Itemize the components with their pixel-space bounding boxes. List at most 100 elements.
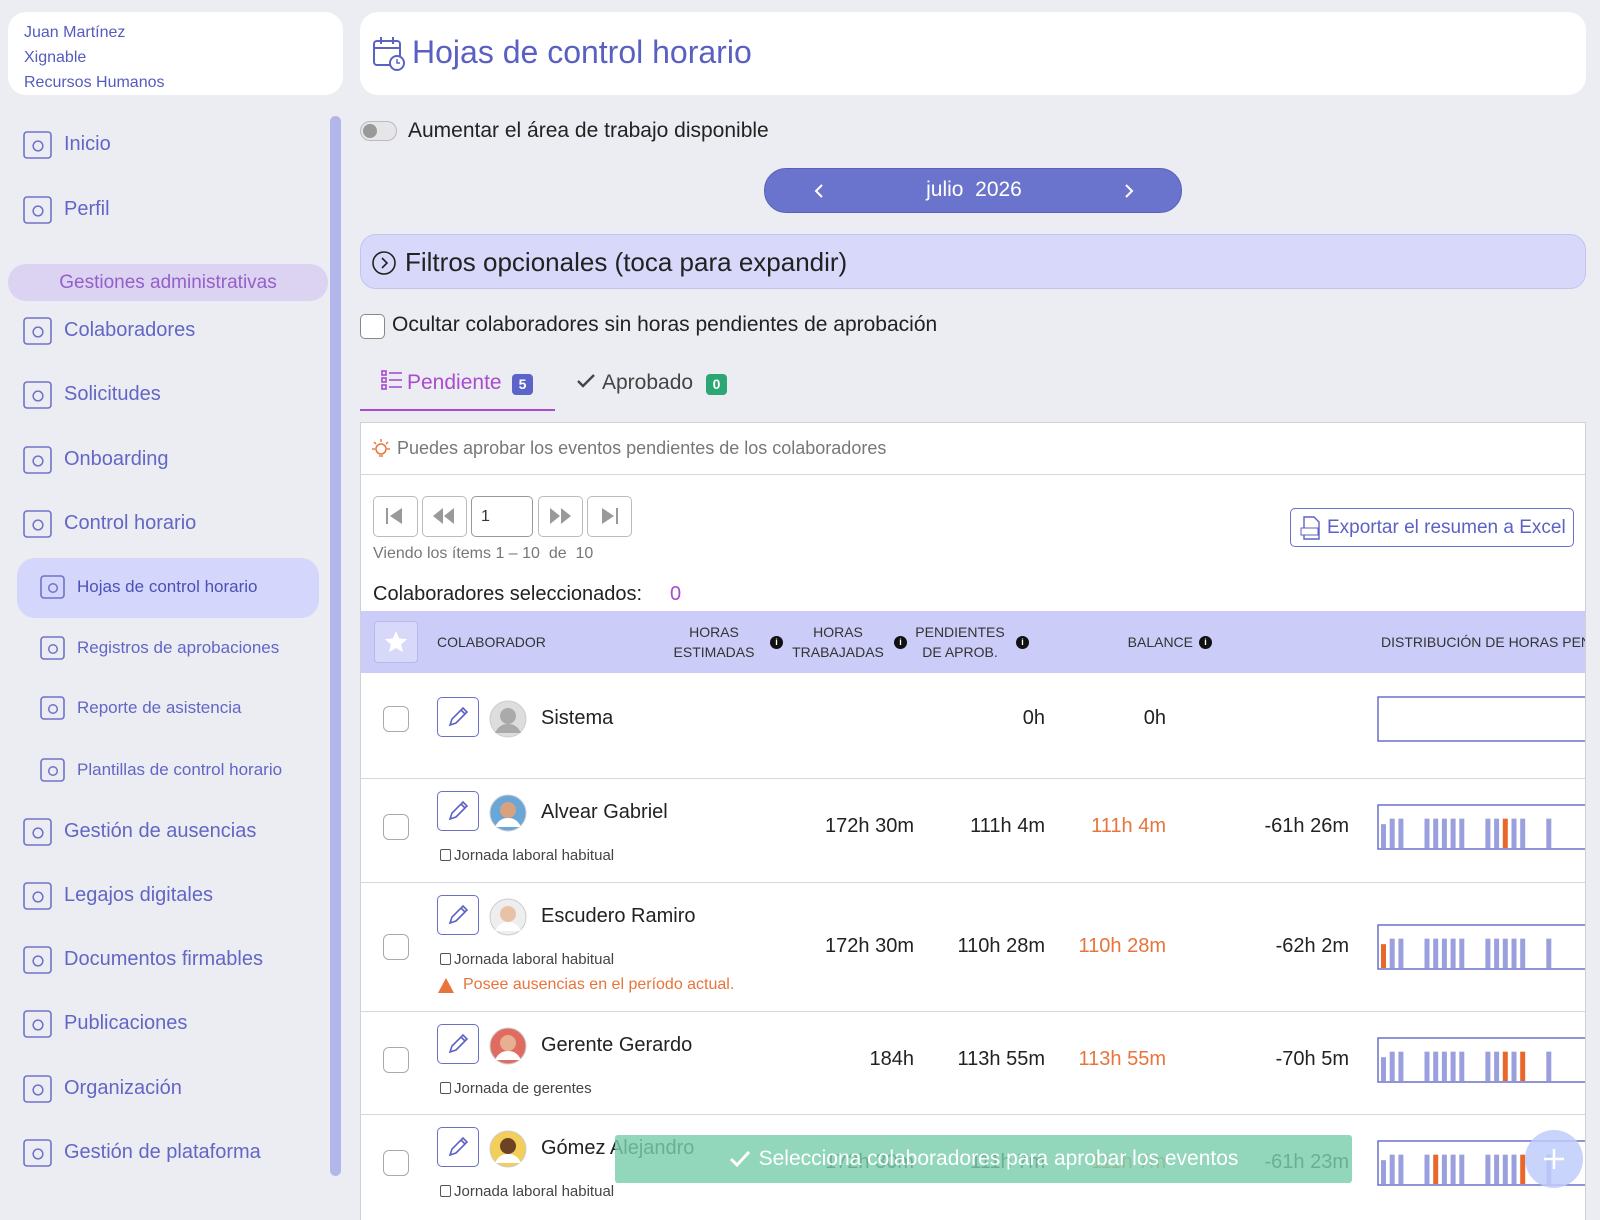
icon-outline — [23, 446, 52, 474]
nav-item[interactable]: Gestión de plataforma — [64, 1141, 261, 1163]
pencil — [448, 1136, 469, 1157]
nav-item[interactable]: Inicio — [64, 133, 111, 155]
last-page[interactable] — [587, 496, 632, 537]
distribution-bar — [1502, 818, 1508, 848]
icon-dot — [47, 765, 59, 777]
distribution-bar — [1433, 1154, 1439, 1184]
pencil-icon — [448, 904, 469, 925]
toast[interactable]: Selecciona colaboradores para aprobar lo… — [615, 1135, 1352, 1183]
distribution-bar — [1511, 938, 1517, 968]
nav-icon — [23, 818, 52, 846]
prev-month[interactable] — [813, 183, 825, 199]
warning-triangle — [438, 978, 454, 993]
distribution-bar — [1485, 818, 1491, 848]
row-checkbox[interactable] — [383, 1047, 409, 1073]
avatar — [489, 1027, 527, 1065]
distribution-bar — [1520, 818, 1526, 848]
export-button[interactable]: Exportar el resumen a Excel — [1290, 508, 1574, 547]
hide-label: Ocultar colaboradores sin horas pendient… — [392, 313, 938, 336]
tab-badge: 0 — [706, 374, 727, 395]
nav-item[interactable]: Solicitudes — [64, 383, 161, 405]
filters-label: Filtros opcionales (toca para expandir) — [405, 247, 848, 277]
schedule: Jornada laboral habitual — [454, 1183, 615, 1200]
nav-item[interactable]: Registros de aprobaciones — [77, 638, 280, 657]
check — [729, 1150, 750, 1168]
nav-item[interactable]: Colaboradores — [64, 319, 196, 341]
user-info: Juan Martínez Xignable Recursos Humanos — [24, 20, 165, 95]
tab-pending[interactable]: Pendiente — [407, 371, 502, 394]
nav-item[interactable]: Plantillas de control horario — [77, 760, 283, 779]
tab-underline — [360, 409, 555, 411]
star-button[interactable] — [374, 621, 418, 663]
worked: 111h 4m — [970, 815, 1045, 837]
schedule-icon — [440, 1185, 451, 1197]
fab-button[interactable] — [1524, 1129, 1584, 1189]
schedule: Jornada de gerentes — [454, 1080, 592, 1097]
distribution-bar — [1494, 1051, 1500, 1081]
list-icon — [381, 370, 402, 390]
nav-item[interactable]: Hojas de control horario — [77, 577, 258, 596]
nav-item[interactable]: Onboarding — [64, 448, 169, 470]
page-input[interactable]: 1 — [471, 496, 533, 537]
nav-item[interactable]: Documentos firmables — [64, 948, 263, 970]
edit-button[interactable] — [437, 1127, 479, 1167]
next-page[interactable] — [538, 496, 583, 537]
distribution-bar — [1459, 818, 1465, 848]
info-icon: i — [770, 635, 783, 649]
distribution-bar — [1494, 818, 1500, 848]
sidebar-scrollbar[interactable] — [330, 116, 341, 1176]
distribution-bar — [1511, 818, 1517, 848]
edit-button[interactable] — [437, 1024, 479, 1064]
nav-item[interactable]: Publicaciones — [64, 1012, 188, 1034]
filters-bar[interactable]: Filtros opcionales (toca para expandir) — [360, 234, 1586, 289]
distribution-bar — [1441, 1051, 1447, 1081]
worked: 113h 55m — [957, 1048, 1045, 1070]
nav-icon — [23, 1010, 52, 1038]
row-checkbox[interactable] — [383, 814, 409, 840]
nav-item[interactable]: Legajos digitales — [64, 884, 213, 906]
icon-dot — [32, 827, 44, 839]
pencil — [448, 904, 469, 925]
avatar-head — [500, 906, 516, 922]
nav-item[interactable]: Perfil — [64, 198, 110, 220]
collaborator-name: Alvear Gabriel — [541, 801, 668, 823]
balance: -70h 5m — [1275, 1048, 1349, 1070]
first-page[interactable] — [373, 496, 418, 537]
info-icon: i — [1199, 635, 1212, 649]
collaborator-name: Gerente Gerardo — [541, 1034, 693, 1056]
active-nav-background — [17, 558, 319, 618]
edit-button[interactable] — [437, 791, 479, 831]
nav-item[interactable]: Organización — [64, 1077, 182, 1099]
avatar-head — [500, 1138, 516, 1154]
header-cell: HORAS ESTIMADAS i — [623, 622, 783, 662]
icon-dot — [47, 643, 59, 655]
edit-button[interactable] — [437, 697, 479, 737]
next-month[interactable] — [1123, 183, 1135, 199]
row-divider — [361, 882, 1585, 883]
fab-plus — [1544, 1149, 1564, 1169]
prev-page[interactable] — [422, 496, 467, 537]
nav-item[interactable]: Control horario — [64, 512, 197, 534]
distribution-bar — [1502, 1051, 1508, 1081]
row-checkbox[interactable] — [383, 1150, 409, 1176]
nav-icon — [40, 636, 65, 660]
expand-icon — [372, 251, 396, 275]
row-checkbox[interactable] — [383, 934, 409, 960]
toast-text: Selecciona colaboradores para aprobar lo… — [758, 1147, 1239, 1170]
icon-dot — [32, 1019, 44, 1031]
distribution-bar — [1546, 938, 1552, 968]
row-checkbox[interactable] — [383, 706, 409, 732]
tab-approved[interactable]: Aprobado — [602, 371, 694, 394]
distribution-bar — [1520, 1051, 1526, 1081]
nav-item[interactable]: Gestión de ausencias — [64, 820, 257, 842]
schedule-icon — [440, 849, 451, 861]
distribution-bar — [1450, 1154, 1456, 1184]
estimated: 172h 30m — [825, 815, 914, 837]
hide-checkbox[interactable] — [360, 314, 385, 339]
header-text: PENDIENTES DE APROB. — [915, 624, 1005, 660]
toggle[interactable] — [360, 121, 397, 141]
toast-check — [729, 1150, 750, 1168]
edit-button[interactable] — [437, 895, 479, 935]
distribution-bar — [1502, 938, 1508, 968]
nav-item[interactable]: Reporte de asistencia — [77, 698, 242, 717]
